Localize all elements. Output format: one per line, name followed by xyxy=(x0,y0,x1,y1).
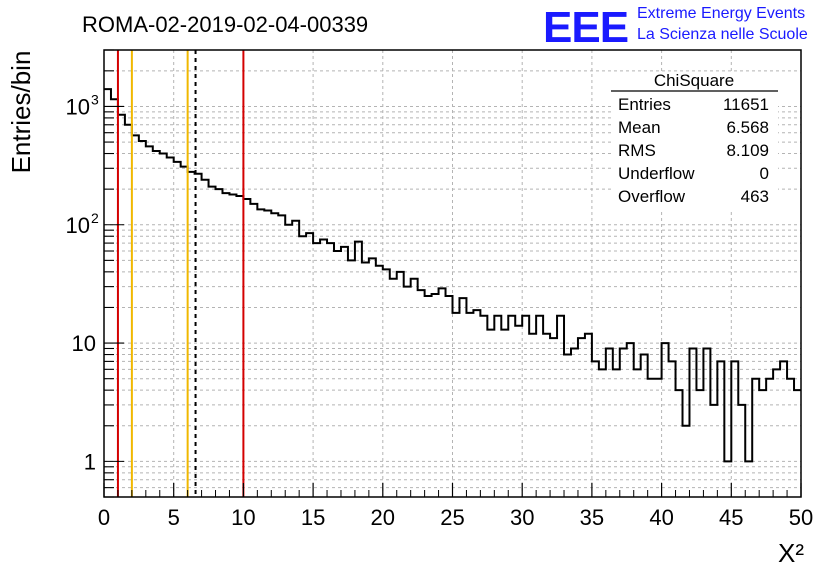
y-tick-label: 10 xyxy=(66,213,90,238)
histogram-outline xyxy=(104,88,801,463)
eee-logo: EEE xyxy=(543,3,628,52)
stat-label-rms: RMS xyxy=(618,141,656,160)
stat-label-overflow: Overflow xyxy=(618,187,686,206)
plot-title: ROMA-02-2019-02-04-00339 xyxy=(82,12,368,37)
stat-value-underflow: 0 xyxy=(760,164,769,183)
stat-value-rms: 8.109 xyxy=(726,141,769,160)
x-tick-label: 45 xyxy=(719,505,743,530)
x-tick-label: 0 xyxy=(98,505,110,530)
stat-value-mean: 6.568 xyxy=(726,118,769,137)
y-tick-exponent: 2 xyxy=(91,210,99,226)
x-axis-label: X² xyxy=(778,538,804,568)
y-tick-label: 1 xyxy=(84,449,96,474)
logo-subtitle-2: La Scienza nelle Scuole xyxy=(637,26,808,43)
stats-box: ChiSquare Entries 11651 Mean 6.568 RMS 8… xyxy=(611,71,778,212)
x-tick-label: 15 xyxy=(301,505,325,530)
reference-lines xyxy=(116,50,245,497)
stat-label-entries: Entries xyxy=(618,95,671,114)
x-tick-label: 30 xyxy=(510,505,534,530)
y-axis-label: Entries/bin xyxy=(6,51,36,174)
stat-value-overflow: 463 xyxy=(741,187,769,206)
x-tick-label: 5 xyxy=(168,505,180,530)
stat-value-entries: 11651 xyxy=(723,95,769,114)
stat-label-underflow: Underflow xyxy=(618,164,695,183)
y-tick-exponent: 3 xyxy=(91,91,99,107)
logo-subtitle-1: Extreme Energy Events xyxy=(637,5,805,22)
grid-lines xyxy=(104,49,801,498)
y-tick-label: 10 xyxy=(72,331,96,356)
histogram-bars xyxy=(104,88,801,463)
y-tick-label: 10 xyxy=(66,94,90,119)
axis-ticks xyxy=(103,49,802,498)
stats-title: ChiSquare xyxy=(654,71,734,90)
x-tick-label: 35 xyxy=(580,505,604,530)
x-tick-label: 25 xyxy=(440,505,464,530)
x-tick-label: 50 xyxy=(789,505,813,530)
stat-label-mean: Mean xyxy=(618,118,661,137)
x-tick-labels: 0 5 10 15 20 25 30 35 40 45 50 xyxy=(98,505,813,530)
x-tick-label: 10 xyxy=(231,505,255,530)
x-tick-label: 20 xyxy=(371,505,395,530)
x-tick-label: 40 xyxy=(649,505,673,530)
